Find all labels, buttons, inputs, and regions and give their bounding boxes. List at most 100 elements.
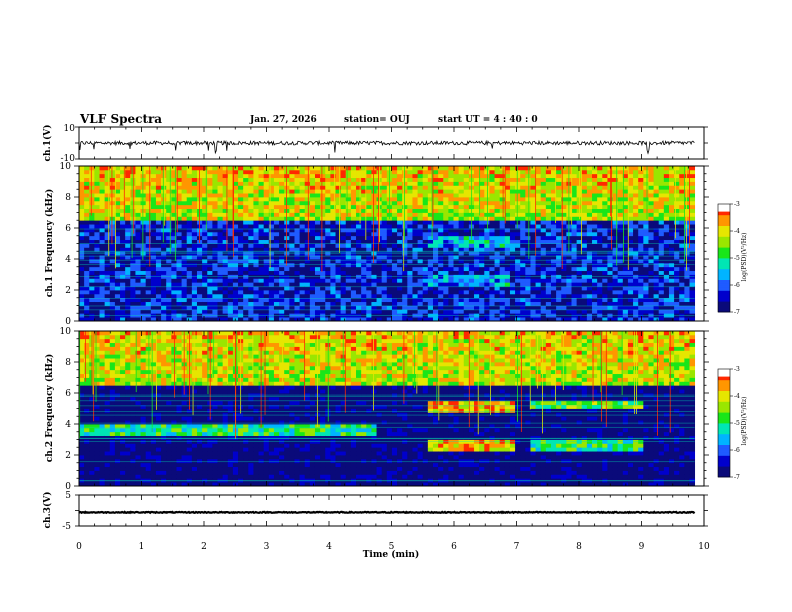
- spectrogram-cell: [653, 255, 660, 260]
- spectrogram-cell: [222, 189, 229, 194]
- spectrogram-cell: [340, 266, 347, 272]
- spectrogram-cell: [586, 259, 593, 264]
- spectrogram-cell: [130, 286, 136, 291]
- spectrogram-cell: [402, 197, 408, 202]
- spectrogram-cell: [350, 169, 357, 175]
- spectrogram-cell: [474, 166, 480, 171]
- spectrogram-cell: [299, 270, 306, 275]
- spectrogram-cell: [243, 197, 249, 202]
- spectrogram-cell: [622, 282, 629, 287]
- spectrogram-cell: [540, 224, 547, 229]
- spectrogram-cell: [412, 181, 418, 186]
- spectrogram-cell: [525, 228, 531, 233]
- spectrogram-cell: [427, 247, 434, 252]
- spectrogram-cell: [448, 239, 454, 244]
- spectrogram-cell: [89, 189, 95, 194]
- spectrogram-cell: [238, 243, 244, 248]
- spectrogram-cell: [515, 301, 521, 306]
- spectrogram-cell: [155, 247, 162, 252]
- spectrogram-cell: [232, 197, 239, 202]
- spectrogram-cell: [622, 309, 629, 314]
- spectrogram-cell: [207, 255, 213, 260]
- spectrogram-cell: [494, 189, 501, 194]
- spectrogram-cell: [684, 255, 690, 260]
- spectrogram-cell: [376, 293, 383, 299]
- spectrogram-cell: [648, 185, 654, 190]
- spectrogram-cell: [463, 243, 470, 248]
- spectrogram-cell: [684, 259, 690, 264]
- spectrogram-cell: [612, 286, 619, 291]
- spectrogram-cell: [356, 181, 362, 186]
- spectrogram-cell: [227, 193, 234, 198]
- spectrogram-cell: [633, 305, 639, 310]
- spectrogram-cell: [412, 177, 418, 182]
- spectrogram-cell: [489, 290, 495, 295]
- spectrogram-cell: [109, 197, 116, 202]
- spectrogram-cell: [125, 231, 131, 237]
- spectrogram-cell: [515, 181, 521, 186]
- spectrogram-cell: [622, 216, 629, 221]
- spectrogram-cell: [114, 278, 121, 283]
- spectrogram-cell: [443, 243, 449, 248]
- spectrogram-cell: [592, 286, 598, 291]
- spectrogram-cell: [248, 290, 254, 295]
- spectrogram-cell: [222, 228, 229, 233]
- spectrogram-cell: [171, 204, 177, 210]
- spectrogram-cell: [535, 282, 542, 287]
- spectrogram-cell: [402, 212, 408, 217]
- spectrogram-cell: [99, 282, 106, 287]
- spectrogram-cell: [125, 270, 131, 275]
- spectrogram-cell: [135, 286, 141, 291]
- spectrogram-cell: [525, 166, 531, 171]
- spectrogram-cell: [371, 293, 377, 299]
- spectrogram-cell: [417, 208, 424, 213]
- spectrogram-cell: [289, 309, 295, 314]
- spectrogram-cell: [94, 247, 100, 252]
- spectrogram-cell: [135, 305, 141, 310]
- spectrogram-cell: [155, 197, 162, 202]
- spectrogram-cell: [273, 173, 280, 179]
- spectrogram-cell: [135, 301, 141, 306]
- spectrogram-cell: [263, 231, 270, 237]
- spectrogram-cell: [689, 208, 696, 213]
- spectrogram-cell: [663, 169, 670, 175]
- spectrogram-cell: [89, 282, 95, 287]
- spectrogram-cell: [130, 259, 136, 264]
- spectrogram-cell: [125, 177, 131, 182]
- spectrogram-cell: [597, 200, 603, 206]
- spectrogram-cell: [427, 177, 434, 182]
- spectrogram-cell: [181, 189, 188, 194]
- spectrogram-cell: [479, 235, 485, 241]
- spectrogram-cell: [289, 286, 295, 291]
- spectrogram-cell: [79, 309, 85, 314]
- spectrogram-cell: [663, 309, 670, 314]
- spectrogram-cell: [207, 193, 213, 198]
- spectrogram-cell: [627, 278, 634, 283]
- spectrogram-cell: [330, 200, 336, 206]
- spectrogram-cell: [689, 278, 696, 283]
- spectrogram-cell: [155, 282, 162, 287]
- spectrogram-cell: [191, 220, 198, 225]
- spectrogram-cell: [617, 286, 624, 291]
- spectrogram-cell: [243, 297, 249, 303]
- spectrogram-cell: [140, 278, 147, 283]
- spectrogram-cell: [320, 235, 326, 241]
- spectrogram-cell: [309, 286, 316, 291]
- spectrogram-cell: [345, 305, 352, 310]
- spectrogram-cell: [504, 259, 511, 264]
- spectrogram-cell: [120, 317, 126, 322]
- spectrogram-cell: [402, 189, 408, 194]
- spectrogram-cell: [181, 243, 188, 248]
- spectrogram-cell: [427, 239, 434, 244]
- spectrogram-cell: [314, 247, 321, 252]
- spectrogram-cell: [191, 181, 198, 186]
- spectrogram-cell: [243, 305, 249, 310]
- spectrogram-cell: [417, 169, 424, 175]
- spectrogram-cell: [294, 239, 300, 244]
- spectrogram-cell: [438, 317, 444, 322]
- spectrogram-cell: [638, 309, 644, 314]
- spectrogram-cell: [120, 212, 126, 217]
- spectrogram-cell: [612, 185, 619, 190]
- spectrogram-cell: [273, 177, 280, 182]
- spectrogram-cell: [166, 185, 172, 190]
